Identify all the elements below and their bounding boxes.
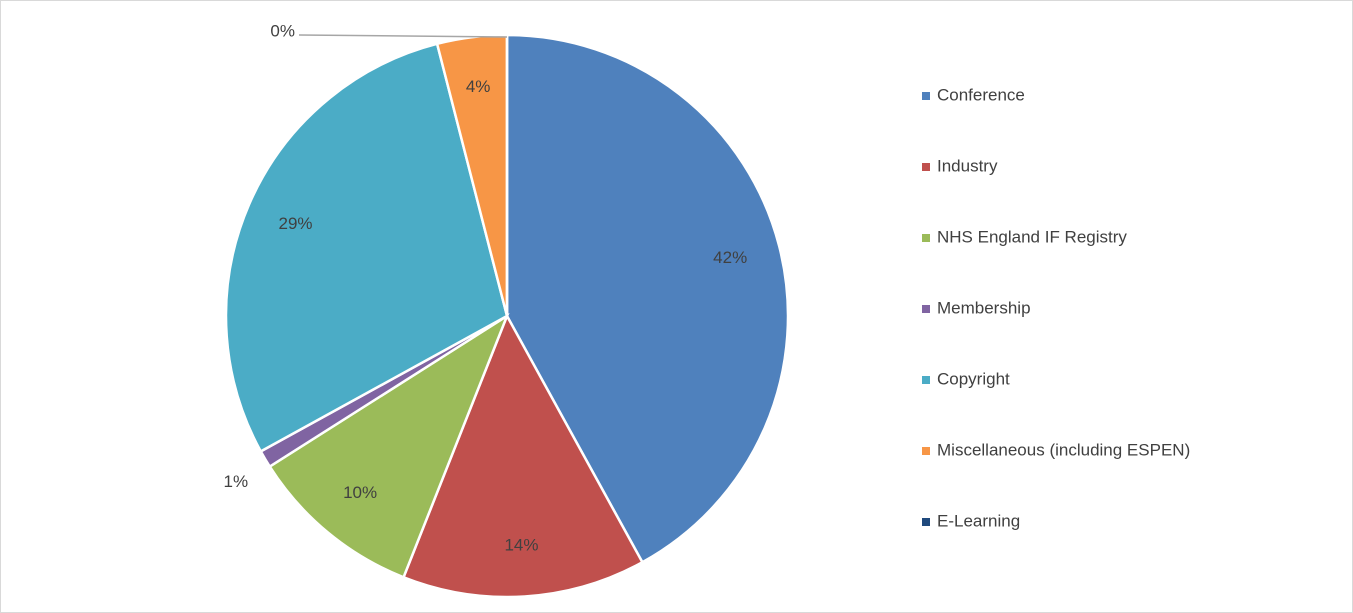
pie-slice: [505, 33, 790, 564]
data-label: 29%: [279, 214, 313, 233]
legend-label: Copyright: [937, 369, 1010, 388]
legend-label: Miscellaneous (including ESPEN): [937, 440, 1190, 459]
legend-label: Membership: [937, 298, 1031, 317]
legend-label: NHS England IF Registry: [937, 227, 1127, 246]
legend-marker: [922, 163, 930, 171]
legend-marker: [922, 305, 930, 313]
leader-line: [298, 34, 508, 38]
pie-slice: [224, 42, 509, 454]
data-label: 14%: [504, 535, 538, 554]
legend-label: E-Learning: [937, 511, 1020, 530]
pie-slice: [268, 312, 510, 579]
data-label: 10%: [343, 483, 377, 502]
data-label: 1%: [223, 472, 248, 491]
legend-marker: [922, 518, 930, 526]
data-label: 4%: [466, 77, 491, 96]
legend-marker: [922, 92, 930, 100]
legend-label: Industry: [937, 156, 998, 175]
legend-marker: [922, 234, 930, 242]
data-label: 0%: [270, 21, 295, 40]
legend-label: Conference: [937, 85, 1025, 104]
legend-marker: [922, 447, 930, 455]
pie-slice: [401, 313, 645, 599]
data-label: 42%: [713, 248, 747, 267]
legend-marker: [922, 376, 930, 384]
